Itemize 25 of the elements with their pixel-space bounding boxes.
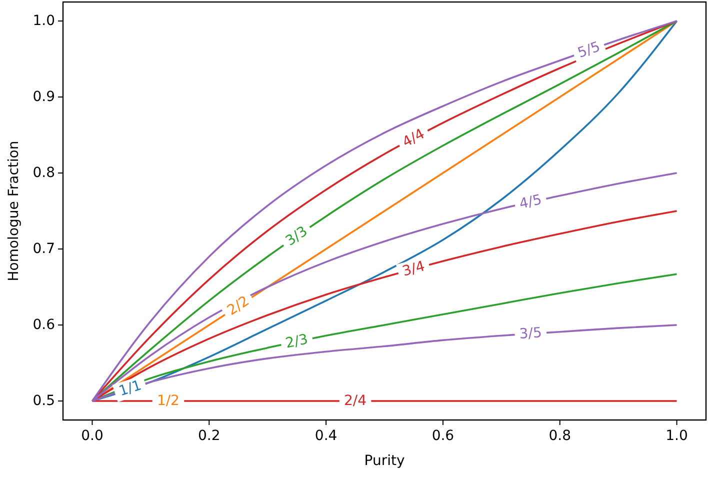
- text: 3/4: [400, 258, 427, 280]
- text: 4/5: [518, 192, 544, 213]
- text: 2/2: [224, 293, 252, 319]
- y-axis-title: Homologue Fraction: [6, 140, 22, 282]
- y-tick-label: 0.8: [32, 165, 55, 181]
- text: 2/3: [284, 332, 310, 352]
- x-tick-label: 0.6: [432, 428, 454, 444]
- x-tick-label: 1.0: [666, 428, 688, 444]
- text: 3/3: [283, 223, 311, 250]
- text: 1/1: [117, 378, 144, 400]
- annotation: 1/2: [156, 393, 180, 409]
- y-tick-label: 0.9: [32, 89, 55, 105]
- x-axis-title: Purity: [364, 453, 405, 469]
- series-label: 3/5: [518, 325, 542, 342]
- x-tick-label: 0.2: [198, 428, 220, 444]
- x-tick-label: 0.4: [314, 428, 338, 444]
- text: 5/5: [576, 38, 602, 62]
- x-tick-label: 0.0: [81, 428, 104, 444]
- y-tick-label: 0.6: [32, 317, 56, 333]
- y-tick-label: 1.0: [32, 13, 55, 29]
- series-label: 2/4: [344, 393, 367, 409]
- text: 4/4: [400, 126, 428, 151]
- y-tick-label: 0.5: [32, 393, 55, 409]
- x-tick-label: 0.8: [548, 428, 571, 444]
- y-tick-label: 0.7: [32, 241, 55, 257]
